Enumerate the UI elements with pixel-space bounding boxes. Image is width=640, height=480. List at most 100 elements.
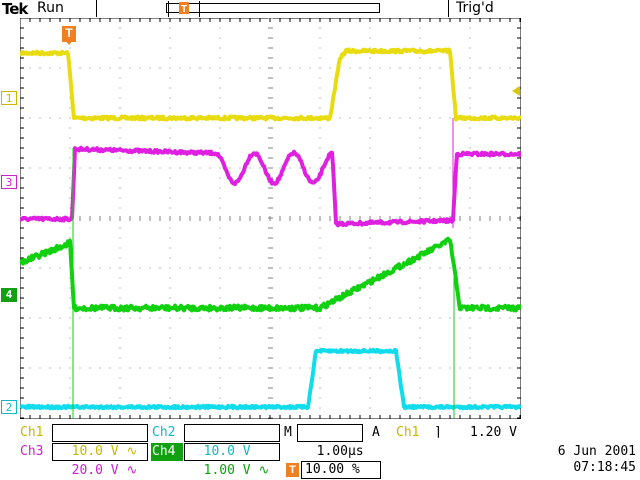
grid-dot	[369, 97, 371, 99]
grid-dot	[239, 67, 241, 69]
grid-dot	[69, 227, 71, 229]
ch3-label[interactable]: Ch3	[20, 444, 44, 459]
grid-dot	[249, 167, 251, 169]
grid-dot	[419, 177, 421, 179]
grid-dot	[279, 267, 281, 269]
ch2-label[interactable]: Ch2	[152, 425, 176, 440]
channel-1-marker[interactable]: 1	[1, 91, 17, 105]
trigger-level-arrow-icon[interactable]	[512, 86, 520, 96]
grid-dot	[389, 167, 391, 169]
grid-dot	[319, 107, 321, 109]
grid-dot	[69, 107, 71, 109]
grid-dot	[469, 127, 471, 129]
grid-dot	[259, 267, 261, 269]
grid-dot	[179, 367, 181, 369]
ch4-label[interactable]: Ch4	[151, 443, 183, 461]
grid-dot	[319, 267, 321, 269]
waveform-display[interactable]	[20, 18, 521, 419]
grid-dot	[109, 67, 111, 69]
ch1-label[interactable]: Ch1	[20, 425, 44, 440]
ch3-scale-box[interactable]: 20.0 V ∿	[52, 443, 148, 478]
record-view-window[interactable]	[168, 1, 200, 17]
grid-dot	[319, 287, 321, 289]
grid-dot	[119, 127, 121, 129]
grid-dot	[229, 267, 231, 269]
record-length-bar[interactable]	[166, 3, 380, 13]
grid-dot	[309, 167, 311, 169]
grid-dot	[369, 147, 371, 149]
grid-dot	[169, 167, 171, 169]
grid-dot	[369, 177, 371, 179]
grid-dot	[219, 297, 221, 299]
grid-dot	[119, 387, 121, 389]
grid-dot	[419, 237, 421, 239]
grid-dot	[119, 277, 121, 279]
trigger-level-value[interactable]: 1.20 V	[470, 425, 517, 440]
grid-dot	[69, 317, 71, 319]
grid-dot	[299, 267, 301, 269]
grid-dot	[299, 367, 301, 369]
grid-dot	[119, 137, 121, 139]
grid-dot	[379, 317, 381, 319]
grid-dot	[119, 207, 121, 209]
grid-dot	[169, 327, 171, 329]
grid-dot	[369, 107, 371, 109]
grid-dot	[319, 257, 321, 259]
ch2-scale-box[interactable]: 10.0 V	[184, 424, 280, 459]
status-divider	[96, 0, 97, 17]
grid-dot	[129, 317, 131, 319]
trigger-position-marker[interactable]: T	[62, 26, 76, 45]
ch4-scale-box[interactable]: 1.00 V ∿	[184, 443, 280, 478]
grid-dot	[319, 317, 321, 319]
grid-dot	[219, 167, 221, 169]
grid-dot	[419, 317, 421, 319]
grid-dot	[219, 277, 221, 279]
grid-dot	[419, 97, 421, 99]
grid-dot	[169, 127, 171, 129]
timebase-box[interactable]: 1.00µs	[297, 424, 364, 459]
grid-dot	[319, 77, 321, 79]
grid-dot	[369, 67, 371, 69]
grid-dot	[219, 237, 221, 239]
grid-dot	[489, 67, 491, 69]
grid-dot	[129, 367, 131, 369]
grid-dot	[429, 67, 431, 69]
grid-dot	[49, 167, 51, 169]
grid-dot	[99, 167, 101, 169]
grid-dot	[109, 317, 111, 319]
grid-dot	[219, 227, 221, 229]
grid-dot	[509, 67, 511, 69]
grid-dot	[289, 67, 291, 69]
grid-dot	[499, 67, 501, 69]
grid-dot	[69, 277, 71, 279]
grid-dot	[49, 67, 51, 69]
channel-2-marker[interactable]: 2	[1, 400, 17, 414]
grid-dot	[119, 267, 121, 269]
grid-dot	[449, 117, 451, 119]
trigger-source[interactable]: Ch1	[396, 425, 420, 440]
grid-dot	[119, 107, 121, 109]
grid-dot	[289, 167, 291, 169]
grid-dot	[369, 27, 371, 29]
grid-dot	[119, 57, 121, 59]
grid-dot	[39, 167, 41, 169]
grid-dot	[89, 267, 91, 269]
channel-3-marker[interactable]: 3	[1, 175, 17, 189]
grid-dot	[179, 67, 181, 69]
grid-dot	[69, 97, 71, 99]
falling-edge-icon[interactable]: ⌉	[434, 425, 442, 440]
grid-dot	[169, 387, 171, 389]
grid-dot	[439, 167, 441, 169]
channel-4-marker[interactable]: 4	[1, 288, 17, 302]
grid-dot	[219, 397, 221, 399]
grid-dot	[119, 167, 121, 169]
grid-dot	[379, 67, 381, 69]
grid-dot	[309, 367, 311, 369]
grid-dot	[509, 267, 511, 269]
trigger-position-box[interactable]: 10.00 %	[301, 461, 381, 479]
grid-dot	[399, 317, 401, 319]
grid-dot	[69, 207, 71, 209]
ch1-scale-box[interactable]: 10.0 V ∿	[52, 424, 148, 459]
graticule-grid	[20, 18, 521, 419]
grid-dot	[119, 337, 121, 339]
